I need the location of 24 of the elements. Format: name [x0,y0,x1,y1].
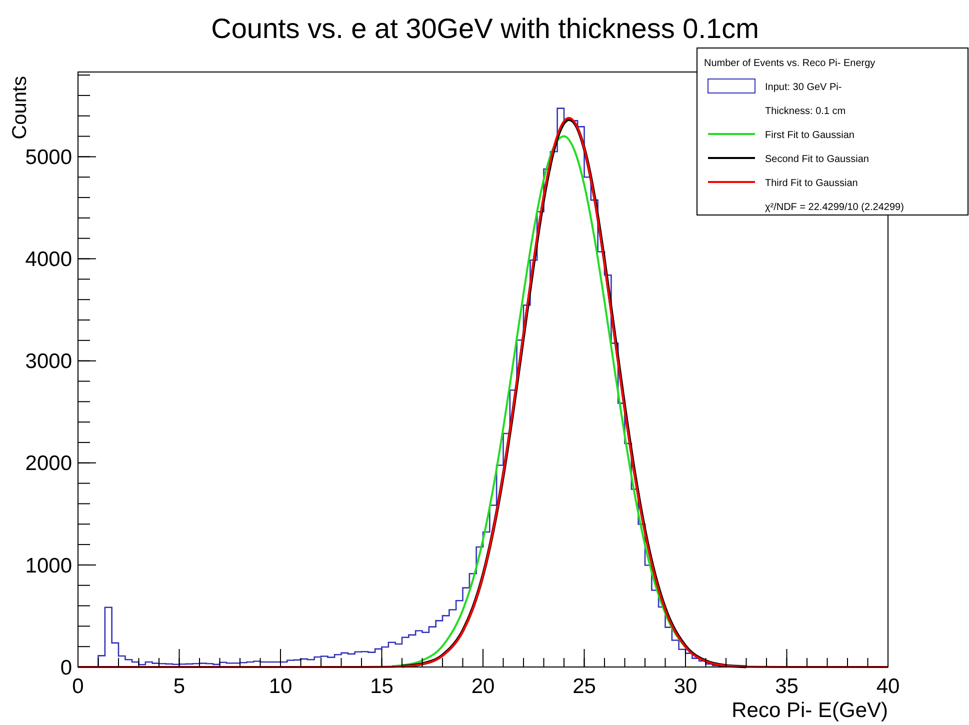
chart-title: Counts vs. e at 30GeV with thickness 0.1cm [211,13,759,44]
annotation: Thickness: 0.1 cm [765,106,846,117]
legend-label: Input: 30 GeV Pi- [765,82,842,93]
x-tick-label: 35 [775,675,798,698]
x-tick-label: 10 [268,675,292,698]
x-tick-label: 40 [876,675,900,698]
x-tick-label: 25 [572,675,596,698]
y-tick-label: 5000 [25,146,72,170]
x-tick-label: 5 [173,675,186,698]
y-tick-label: 4000 [25,248,72,272]
y-tick-label: 2000 [25,452,72,476]
x-tick-label: 30 [674,675,698,698]
y-tick-label: 0 [60,656,72,680]
y-axis-title: Counts [9,76,31,140]
x-axis-title: Reco Pi- E(GeV) [732,699,888,722]
x-tick-label: 20 [471,675,495,698]
legend-label: Second Fit to Gaussian [765,154,869,165]
legend-label: Third Fit to Gaussian [765,178,858,189]
annotation: χ²/NDF = 22.4299/10 (2.24299) [765,202,904,213]
legend-title: Number of Events vs. Reco Pi- Energy [704,58,876,69]
y-tick-label: 1000 [25,554,72,578]
y-tick-label: 3000 [25,350,72,374]
legend-label: First Fit to Gaussian [765,130,854,141]
x-tick-label: 15 [370,675,394,698]
